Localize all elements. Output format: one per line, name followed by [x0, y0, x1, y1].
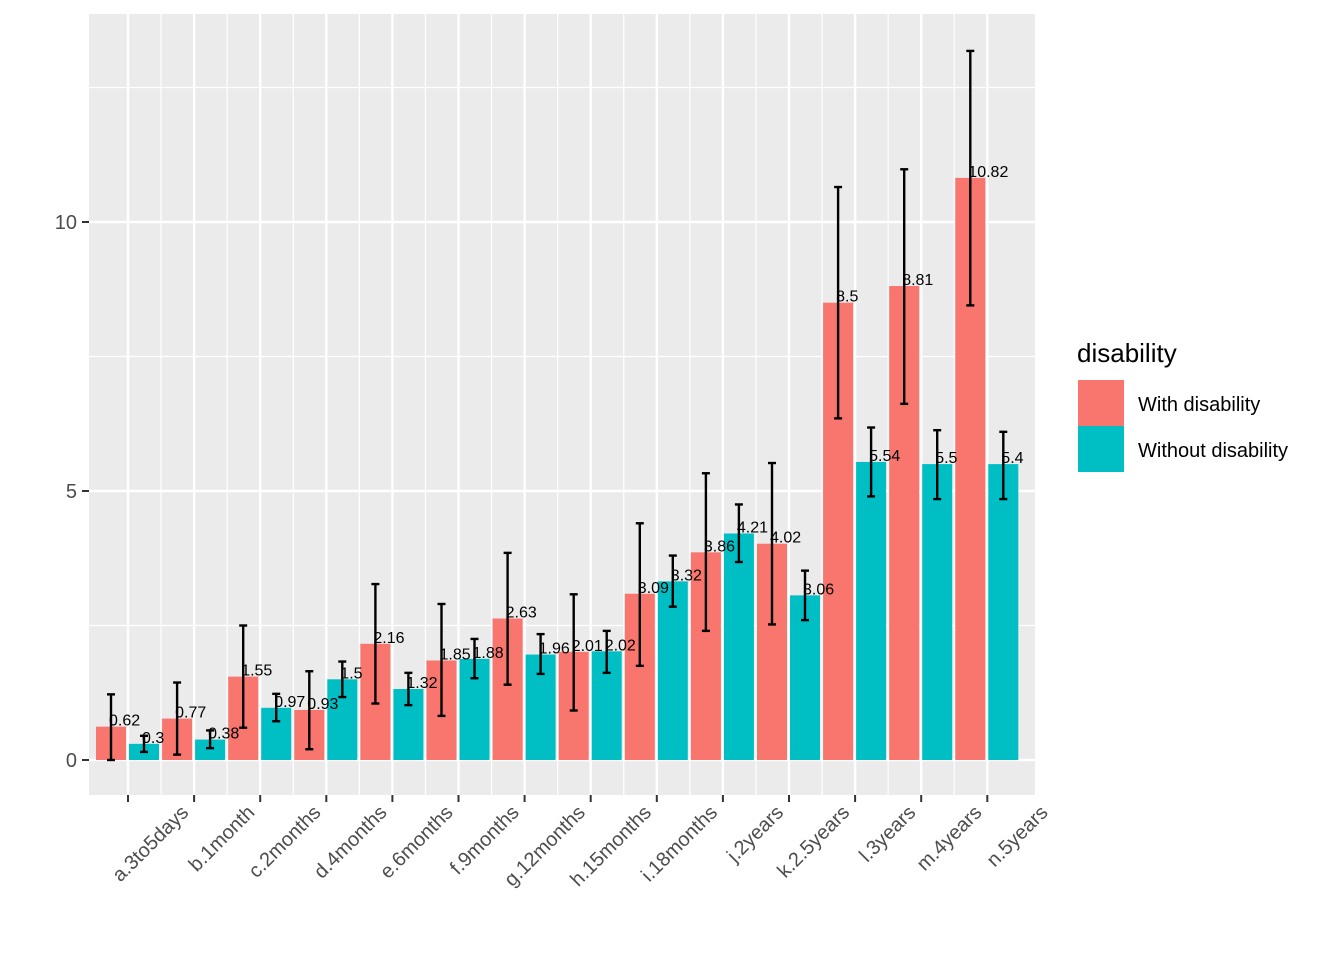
bar-label-with-disability: 8.5 — [836, 289, 858, 306]
bar-label-with-disability: 1.55 — [241, 663, 272, 680]
y-tick-label: 10 — [55, 212, 77, 234]
error-bar-with-disability — [173, 681, 182, 756]
error-bar-without-disability — [801, 569, 809, 622]
legend-label-without-disability: Without disability — [1138, 440, 1288, 462]
error-bar-with-disability — [834, 185, 843, 420]
major-gridlines — [89, 14, 1035, 795]
y-axis: 0 5 10 — [55, 212, 89, 772]
legend-title: disability — [1077, 338, 1177, 368]
bar-label-without-disability: 5.4 — [1001, 450, 1023, 467]
bar-label-without-disability: 2.02 — [605, 637, 636, 654]
bar-labels: 0.62 0.77 1.55 0.93 2.16 1.85 2.63 2.01 3.09 3.86… — [109, 164, 1024, 747]
error-bar-with-disability — [239, 624, 248, 729]
bar-label-with-disability: 8.81 — [902, 272, 933, 289]
bar-label-with-disability: 0.93 — [307, 696, 338, 713]
bar-label-with-disability: 0.62 — [109, 713, 140, 730]
x-tick-label: j.2years — [722, 802, 788, 868]
legend: disability With disability Without disab… — [1077, 338, 1288, 472]
y-tick-label: 0 — [66, 750, 77, 772]
error-bar-with-disability — [701, 472, 710, 633]
x-tick-label: a.3to5days — [108, 802, 193, 887]
bar-label-with-disability: 2.16 — [373, 630, 404, 647]
bar-label-without-disability: 3.32 — [671, 567, 702, 584]
error-bar-without-disability — [734, 503, 743, 564]
error-bar-without-disability — [668, 554, 677, 608]
legend-key-with-disability — [1078, 380, 1124, 426]
bar-label-with-disability: 2.01 — [572, 638, 603, 655]
x-tick-label: k.2.5years — [773, 802, 854, 883]
legend-label-with-disability: With disability — [1138, 394, 1260, 416]
bar-label-without-disability: 0.38 — [208, 726, 239, 743]
error-bar-without-disability — [999, 430, 1008, 501]
error-bar-without-disability — [272, 692, 281, 723]
y-tick-label: 5 — [66, 481, 77, 503]
error-bar-with-disability — [966, 49, 975, 307]
minor-gridlines — [89, 14, 1035, 795]
x-axis: a.3to5daysb.1monthc.2monthsd.4monthse.6m… — [108, 795, 1052, 891]
legend-key-without-disability — [1078, 426, 1124, 472]
bar-label-without-disability: 1.96 — [539, 641, 570, 658]
error-bar-without-disability — [470, 637, 479, 680]
error-bar-with-disability — [371, 582, 380, 705]
bar-label-without-disability: 1.32 — [406, 675, 437, 692]
bar-label-with-disability: 3.86 — [704, 538, 735, 555]
error-bar-without-disability — [933, 429, 942, 501]
error-bar-without-disability — [536, 632, 545, 676]
x-tick-label: m.4years — [913, 802, 987, 876]
bar-label-without-disability: 1.5 — [340, 665, 362, 682]
error-bars — [107, 49, 1008, 762]
bar-without-disability — [922, 464, 953, 760]
bar-label-with-disability: 1.85 — [440, 646, 471, 663]
error-bar-without-disability — [867, 426, 876, 498]
bar-without-disability — [657, 581, 688, 760]
error-bar-without-disability — [140, 734, 148, 754]
error-bar-with-disability — [635, 522, 644, 668]
bar-without-disability — [790, 595, 820, 760]
bar-label-with-disability: 0.77 — [175, 705, 206, 722]
x-tick-label: n.5years — [983, 802, 1053, 872]
bar-label-without-disability: 0.97 — [274, 694, 305, 711]
bar-label-with-disability: 10.82 — [968, 164, 1008, 181]
error-bar-without-disability — [338, 660, 347, 699]
error-bar-without-disability — [404, 671, 413, 707]
bar-without-disability — [988, 464, 1019, 760]
bar-label-without-disability: 1.88 — [473, 645, 504, 662]
bar-without-disability — [195, 739, 226, 760]
x-tick-label: l.3years — [855, 802, 920, 867]
error-bar-with-disability — [107, 693, 115, 762]
error-bar-with-disability — [768, 461, 776, 626]
bar-label-without-disability: 5.5 — [935, 450, 957, 467]
bar-without-disability — [723, 533, 754, 760]
bar-label-with-disability: 4.02 — [770, 530, 801, 547]
error-bar-without-disability — [206, 729, 215, 750]
error-bar-with-disability — [900, 168, 909, 406]
bar-label-with-disability: 3.09 — [638, 580, 669, 597]
bar-label-without-disability: 0.3 — [142, 730, 164, 747]
bar-label-without-disability: 4.21 — [737, 520, 768, 537]
error-bar-without-disability — [602, 629, 611, 675]
bar-label-without-disability: 3.06 — [803, 581, 834, 598]
x-tick-label: e.6months — [376, 802, 458, 884]
error-bar-with-disability — [569, 593, 578, 712]
bar-label-with-disability: 2.63 — [506, 605, 537, 622]
error-bar-with-disability — [437, 602, 446, 718]
bar-label-without-disability: 5.54 — [869, 448, 900, 465]
bar-without-disability — [856, 461, 887, 760]
error-bar-with-disability — [305, 670, 314, 751]
error-bar-with-disability — [503, 551, 512, 686]
